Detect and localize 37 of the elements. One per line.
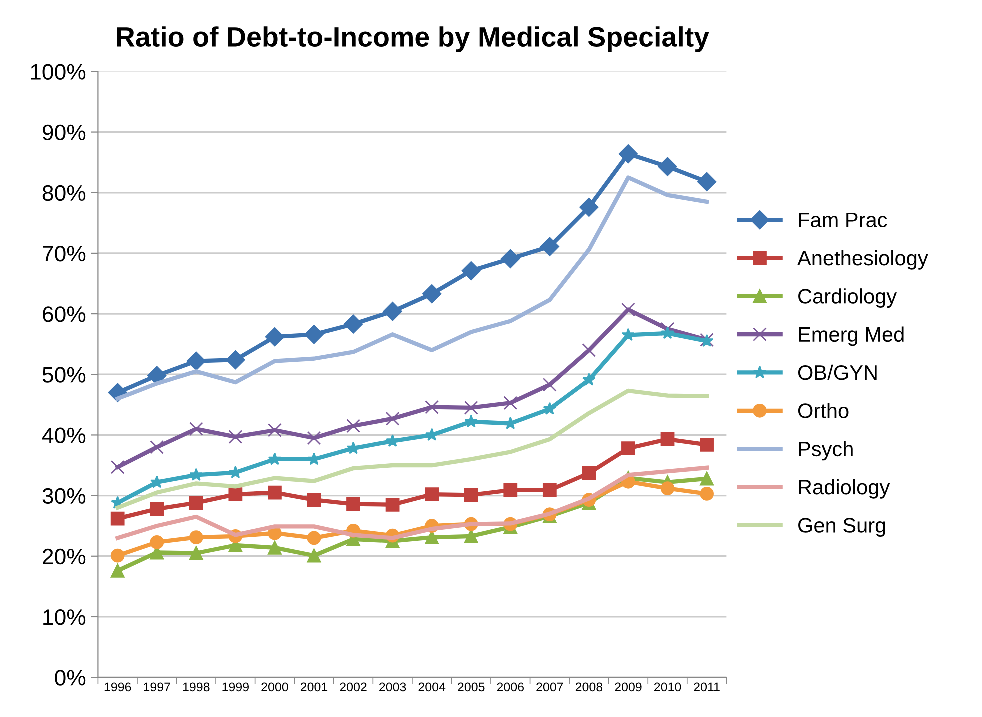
legend-label: Gen Surg — [798, 518, 886, 538]
x-tick-label: 2002 — [340, 682, 367, 692]
y-tick-label: 90% — [42, 124, 86, 141]
y-tick-label: 70% — [43, 246, 86, 262]
y-tick-label: 50% — [42, 367, 86, 383]
y-tick-label: 80% — [42, 185, 86, 202]
x-tick-label: 2009 — [615, 682, 642, 692]
x-tick-label: 2007 — [536, 682, 564, 692]
legend-label: Radiology — [799, 479, 890, 499]
x-tick-label: 2006 — [497, 682, 524, 692]
legend-label: OB/GYN — [798, 364, 877, 380]
legend-label: Cardiology — [798, 288, 898, 308]
x-tick-label: 2010 — [654, 682, 682, 692]
x-tick-label: 1996 — [104, 682, 132, 692]
x-tick-label: 2011 — [694, 682, 720, 692]
legend-label: Anethesiology — [798, 250, 928, 270]
legend-label: Psych — [799, 441, 853, 461]
y-tick-label: 20% — [43, 548, 86, 565]
y-tick-label: 0% — [55, 670, 86, 686]
legend-label: Ortho — [798, 403, 849, 418]
legend-label: Emerg Med — [799, 326, 904, 346]
x-tick-label: 2003 — [380, 682, 406, 692]
x-tick-label: 1999 — [222, 682, 249, 692]
x-tick-label: 2005 — [458, 682, 485, 692]
chart-title: Ratio of Debt-to-Income by Medical Specialty — [117, 26, 710, 52]
y-tick-label: 40% — [42, 428, 86, 444]
x-tick-label: 1998 — [183, 682, 210, 692]
legend-label: Fam Prac — [799, 213, 888, 228]
y-tick-label: 30% — [42, 488, 86, 504]
y-tick-label: 60% — [43, 306, 86, 322]
y-tick-label: 10% — [44, 610, 86, 626]
x-tick-label: 2008 — [576, 682, 603, 692]
x-tick-label: 2004 — [418, 682, 446, 692]
x-tick-label: 2000 — [262, 682, 288, 692]
x-tick-label: 1997 — [144, 682, 170, 692]
y-tick-label: 100% — [31, 64, 86, 80]
x-tick-label: 2001 — [300, 682, 328, 692]
